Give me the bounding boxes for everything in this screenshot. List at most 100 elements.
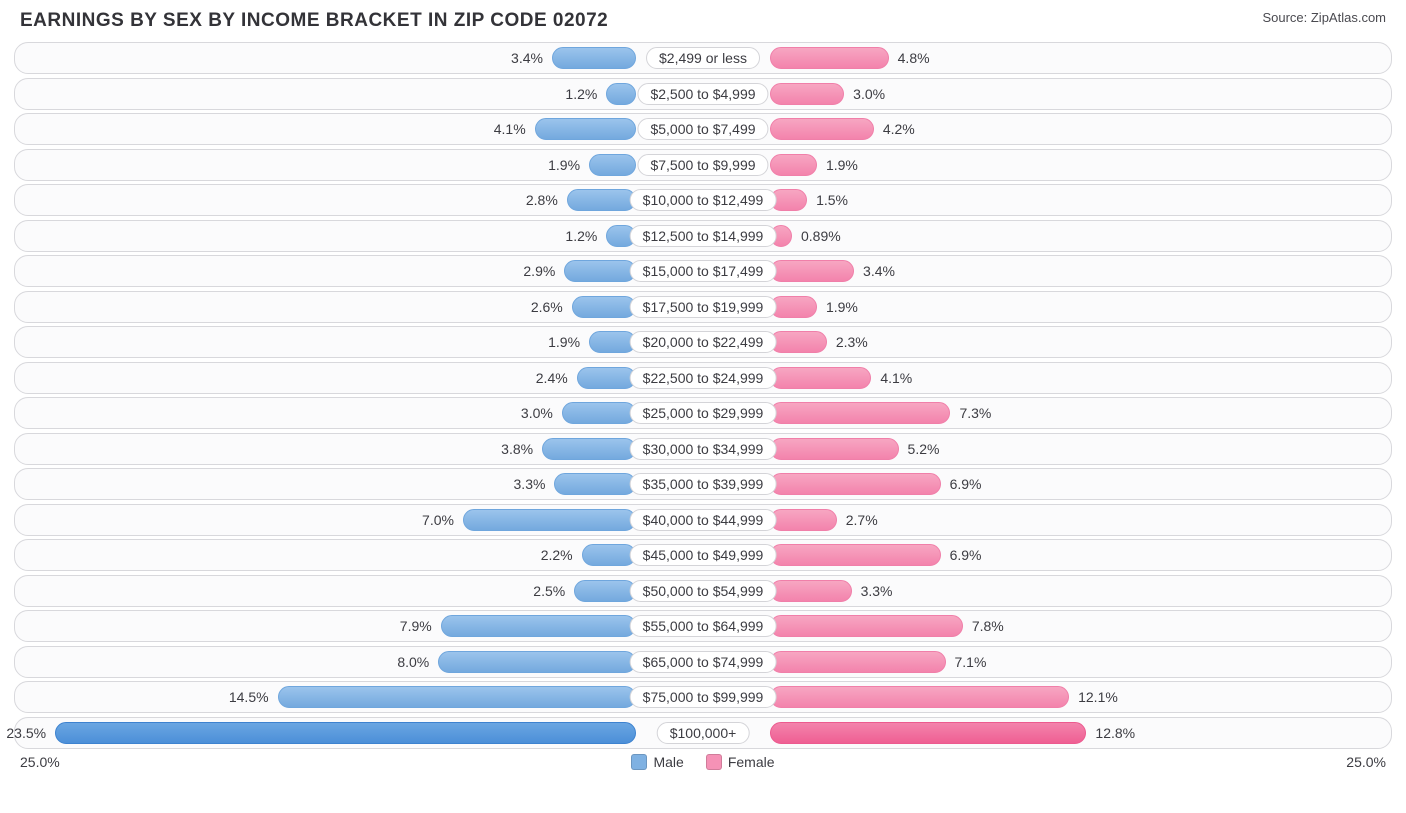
female-bar <box>770 118 874 140</box>
legend-female: Female <box>706 754 775 770</box>
female-pct: 2.7% <box>846 505 878 535</box>
bracket-row: $2,500 to $4,9991.2%3.0% <box>14 78 1392 110</box>
female-bar <box>770 686 1069 708</box>
bracket-label: $2,499 or less <box>646 47 760 69</box>
legend: Male Female <box>631 754 774 770</box>
female-bar <box>770 47 889 69</box>
bracket-label: $75,000 to $99,999 <box>630 686 777 708</box>
bracket-label: $45,000 to $49,999 <box>630 544 777 566</box>
male-bar <box>577 367 636 389</box>
bracket-label: $65,000 to $74,999 <box>630 651 777 673</box>
female-pct: 3.3% <box>861 576 893 606</box>
axis-left-max: 25.0% <box>20 754 60 770</box>
chart-source: Source: ZipAtlas.com <box>1262 10 1386 25</box>
chart-area: $2,499 or less 3.4% 4.8% $2,500 to $4,999 1.… <box>0 38 1406 749</box>
bracket-label: $5,000 to $7,499 <box>637 118 768 140</box>
female-bar <box>770 402 950 424</box>
bracket-label: $100,000+ <box>657 722 750 744</box>
male-bar <box>554 473 636 495</box>
female-bar <box>770 83 844 105</box>
male-bar <box>606 83 636 105</box>
bracket-label: $7,500 to $9,999 <box>637 154 768 176</box>
bracket-row: $7,500 to $9,9991.9%1.9% <box>14 149 1392 181</box>
bracket-label: $22,500 to $24,999 <box>630 367 777 389</box>
female-bar <box>770 367 871 389</box>
male-bar <box>574 580 636 602</box>
bracket-row: $10,000 to $12,499 2.8% 1.5% <box>14 184 1392 216</box>
female-pct: 2.3% <box>836 327 868 357</box>
male-pct: 2.8% <box>526 185 558 215</box>
female-bar <box>770 544 941 566</box>
male-swatch-icon <box>631 754 647 770</box>
bracket-row: $22,500 to $24,9992.4%4.1% <box>14 362 1392 394</box>
female-bar <box>770 580 852 602</box>
male-bar <box>535 118 636 140</box>
male-pct: 2.9% <box>523 256 555 286</box>
bracket-row: $40,000 to $44,999 7.0% 2.7% <box>14 504 1392 536</box>
male-pct: 2.6% <box>531 292 563 322</box>
male-pct: 1.2% <box>565 221 597 251</box>
male-bar <box>55 722 636 744</box>
bracket-label: $2,500 to $4,999 <box>637 83 768 105</box>
bracket-row: $25,000 to $29,9993.0%7.3% <box>14 397 1392 429</box>
male-pct: 1.9% <box>548 327 580 357</box>
male-pct: 7.9% <box>400 611 432 641</box>
bracket-row: $5,000 to $7,4994.1%4.2% <box>14 113 1392 145</box>
female-pct: 1.9% <box>826 292 858 322</box>
axis-right-max: 25.0% <box>1346 754 1386 770</box>
bracket-row: $55,000 to $64,999 7.9% 7.8% <box>14 610 1392 642</box>
bracket-label: $40,000 to $44,999 <box>630 509 777 531</box>
female-pct: 1.9% <box>826 150 858 180</box>
female-swatch-icon <box>706 754 722 770</box>
female-pct: 6.9% <box>950 469 982 499</box>
female-bar <box>770 331 827 353</box>
male-pct: 3.3% <box>514 469 546 499</box>
bracket-label: $25,000 to $29,999 <box>630 402 777 424</box>
female-pct: 6.9% <box>950 540 982 570</box>
legend-female-label: Female <box>728 754 775 770</box>
female-bar <box>770 509 837 531</box>
female-pct: 7.8% <box>972 611 1004 641</box>
female-pct: 7.3% <box>959 398 991 428</box>
male-pct: 1.2% <box>565 79 597 109</box>
bracket-row: $75,000 to $99,99914.5%12.1% <box>14 681 1392 713</box>
bracket-row: $2,499 or less 3.4% 4.8% <box>14 42 1392 74</box>
female-bar <box>770 296 817 318</box>
legend-male-label: Male <box>653 754 683 770</box>
bracket-row: $30,000 to $34,9993.8%5.2% <box>14 433 1392 465</box>
bracket-label: $15,000 to $17,499 <box>630 260 777 282</box>
male-bar <box>589 154 636 176</box>
male-bar <box>552 47 636 69</box>
male-bar <box>582 544 636 566</box>
bracket-label: $12,500 to $14,999 <box>630 225 777 247</box>
bracket-row: $12,500 to $14,999 1.2% 0.89% <box>14 220 1392 252</box>
female-pct: 4.8% <box>898 43 930 73</box>
male-pct: 7.0% <box>422 505 454 535</box>
female-pct: 1.5% <box>816 185 848 215</box>
female-bar <box>770 438 899 460</box>
male-pct: 4.1% <box>494 114 526 144</box>
female-bar <box>770 615 963 637</box>
bracket-row: $15,000 to $17,4992.9%3.4% <box>14 255 1392 287</box>
male-pct: 2.4% <box>536 363 568 393</box>
bracket-row: $50,000 to $54,9992.5%3.3% <box>14 575 1392 607</box>
bracket-label: $55,000 to $64,999 <box>630 615 777 637</box>
female-bar <box>770 473 941 495</box>
bracket-label: $30,000 to $34,999 <box>630 438 777 460</box>
bracket-label: $50,000 to $54,999 <box>630 580 777 602</box>
bracket-label: $10,000 to $12,499 <box>630 189 777 211</box>
bracket-label: $20,000 to $22,499 <box>630 331 777 353</box>
bracket-row: $35,000 to $39,9993.3%6.9% <box>14 468 1392 500</box>
male-pct: 3.4% <box>511 43 543 73</box>
female-bar <box>770 651 946 673</box>
male-bar <box>562 402 636 424</box>
legend-male: Male <box>631 754 683 770</box>
chart-title: EARNINGS BY SEX BY INCOME BRACKET IN ZIP… <box>20 10 608 32</box>
female-pct: 5.2% <box>908 434 940 464</box>
male-bar <box>542 438 636 460</box>
male-bar <box>567 189 636 211</box>
female-bar <box>770 722 1086 744</box>
bracket-row: $17,500 to $19,9992.6%1.9% <box>14 291 1392 323</box>
bracket-row: $20,000 to $22,499 1.9% 2.3% <box>14 326 1392 358</box>
female-pct: 0.89% <box>801 221 841 251</box>
